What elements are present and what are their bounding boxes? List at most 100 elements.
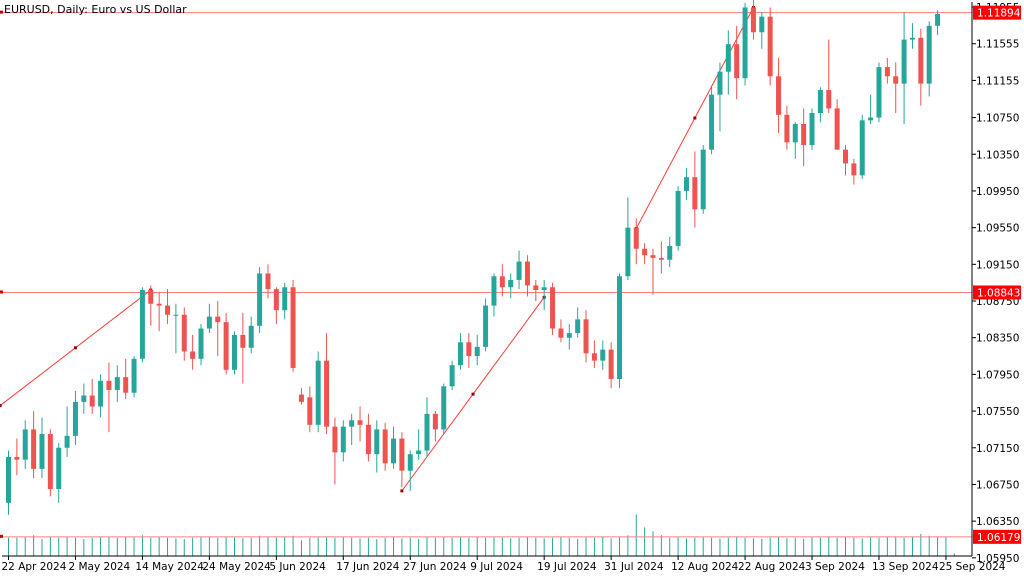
volume-bar [8, 537, 9, 556]
volume-bar [58, 537, 60, 556]
trendline-handle[interactable] [400, 489, 404, 493]
candle-body [667, 245, 673, 260]
volume-bar [870, 537, 872, 556]
candle-body [324, 360, 330, 427]
candle-body [541, 287, 547, 291]
volume-bar [485, 537, 487, 556]
trendline-handle[interactable] [0, 404, 2, 408]
volume-histogram [8, 514, 955, 556]
price-tick-label: 1.05950 [976, 553, 1019, 565]
volume-bar [518, 537, 520, 556]
price-tag-label: 1.08843 [977, 287, 1020, 299]
volume-bar [141, 535, 143, 556]
volume-bar [619, 537, 621, 556]
volume-bar [434, 537, 436, 556]
date-tick-label: 3 Sep 2024 [805, 561, 865, 573]
candle-body [767, 16, 773, 77]
volume-bar [41, 539, 43, 556]
volume-bar [200, 537, 202, 556]
candle-body [709, 94, 715, 150]
volume-bar [928, 535, 930, 556]
candle-body [215, 316, 221, 323]
price-tick-label: 1.11555 [976, 39, 1019, 51]
candle-body [633, 227, 639, 249]
volume-bar [577, 539, 579, 556]
candle-body [600, 349, 606, 361]
trendline-handle[interactable] [693, 116, 697, 120]
volume-bar [242, 538, 244, 556]
volume-bar [836, 537, 838, 556]
candle-body [734, 44, 740, 79]
volume-bar [945, 536, 947, 556]
price-tick-label: 1.06350 [976, 516, 1019, 528]
candle-body [340, 426, 346, 453]
volume-bar [100, 537, 102, 556]
volume-bar [66, 536, 68, 556]
candle-body [123, 377, 129, 393]
price-tick-label: 1.09150 [976, 259, 1019, 271]
candle-body [893, 76, 899, 84]
volume-bar [727, 537, 729, 556]
price-tag-label: 1.06179 [977, 532, 1020, 544]
candle-body [64, 435, 70, 448]
trendline-handle[interactable] [471, 392, 475, 396]
price-tick-label: 1.09950 [976, 186, 1019, 198]
candle-body [273, 289, 279, 311]
date-tick-label: 22 Apr 2024 [2, 561, 67, 573]
line-anchor[interactable] [0, 290, 3, 294]
trendline-handle[interactable] [73, 346, 77, 350]
price-axis[interactable]: 1.119551.115551.111551.107501.103501.099… [972, 2, 1019, 565]
candle-body [742, 7, 748, 79]
date-tick-label: 31 Jul 2024 [604, 561, 664, 573]
candle-body [39, 434, 45, 469]
volume-bar [225, 537, 227, 556]
candle-body [876, 67, 882, 118]
volume-bar [861, 538, 863, 556]
volume-bar [744, 537, 746, 556]
volume-bar [233, 537, 235, 556]
candle-body [424, 413, 430, 451]
volume-bar [259, 535, 261, 556]
volume-bar [819, 537, 821, 556]
volume-bar [769, 537, 771, 556]
volume-bar [953, 553, 955, 556]
volume-bar [208, 536, 210, 556]
volume-bar [292, 535, 294, 556]
candle-body [457, 342, 463, 366]
line-anchor[interactable] [0, 10, 3, 14]
date-tick-label: 14 May 2024 [135, 561, 204, 573]
candle-body [114, 377, 120, 390]
horizontal-lines[interactable] [0, 10, 972, 538]
volume-bar [535, 537, 537, 556]
volume-bar [192, 537, 194, 556]
candle-body [98, 380, 104, 407]
candle-body [315, 360, 321, 425]
candle-body [374, 429, 380, 455]
volume-bar [83, 539, 85, 556]
candle-body [558, 328, 564, 338]
volume-bar [635, 514, 637, 556]
candle-body [466, 342, 472, 357]
volume-bar [610, 538, 612, 556]
candle-body [909, 37, 915, 40]
candle-body [81, 395, 87, 402]
candle-body [56, 447, 62, 490]
volume-bar [175, 538, 177, 556]
volume-bar [878, 537, 880, 556]
candle-body [884, 67, 890, 77]
volume-bar [552, 537, 554, 556]
line-anchor[interactable] [0, 534, 3, 538]
candle-body [298, 394, 304, 402]
candle-body [474, 346, 480, 357]
volume-bar [911, 537, 913, 556]
candle-body [826, 90, 832, 109]
volume-bar [309, 537, 311, 556]
volume-bar [167, 537, 169, 556]
volume-bar [451, 537, 453, 556]
candle-body [391, 438, 397, 464]
date-tick-label: 22 Aug 2024 [738, 561, 806, 573]
price-tag [973, 5, 1021, 20]
